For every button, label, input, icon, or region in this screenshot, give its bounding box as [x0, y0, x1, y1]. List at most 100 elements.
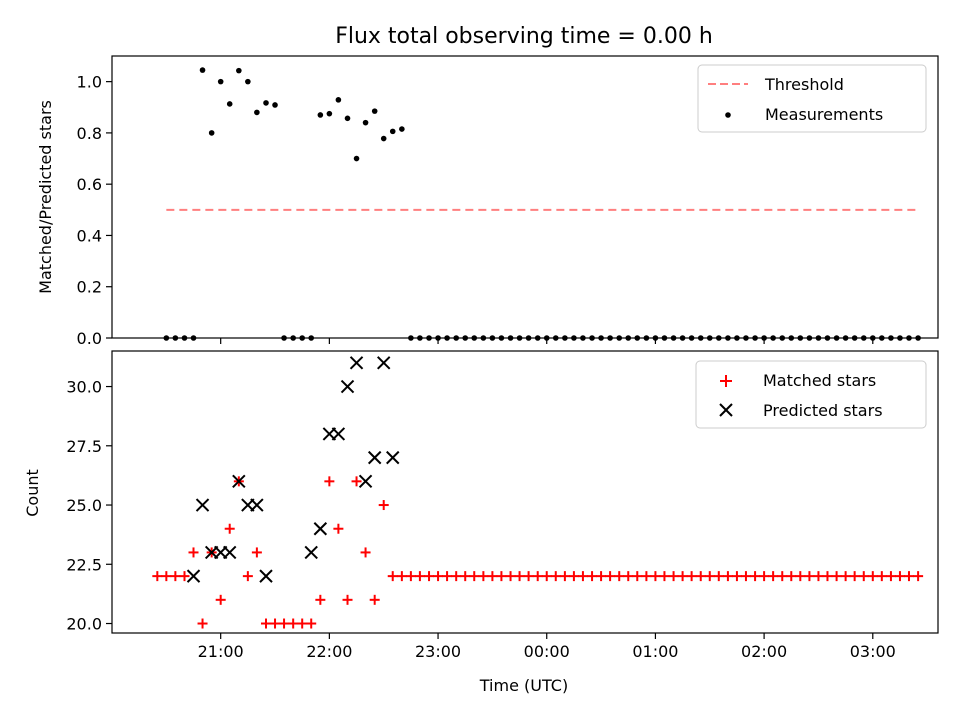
ratio-plot-frame: [111, 55, 939, 339]
matched-star-point: [858, 571, 869, 582]
matched-star-point: [804, 571, 815, 582]
legend-matched-marker: [720, 375, 732, 387]
ratio-y-tick-label: 1.0: [77, 73, 102, 92]
predicted-star-point: [232, 474, 246, 489]
count-y-tick-label: 25.0: [66, 496, 102, 515]
matched-star-point: [378, 500, 389, 511]
count-x-tick-label: 23:00: [415, 642, 461, 661]
predicted-star-point: [195, 498, 210, 512]
matched-star-point: [487, 571, 498, 582]
predicted-star-point-b: [386, 450, 400, 465]
count-y-tick-label: 30.0: [66, 378, 102, 397]
matched-star-point: [831, 571, 842, 582]
measurement-point: [236, 67, 242, 74]
matched-star-point: [460, 571, 471, 582]
count-x-tick-label: 03:00: [850, 642, 896, 661]
matched-star-point: [505, 571, 516, 582]
ratio-y-tick-label: 0.0: [77, 329, 102, 348]
matched-star-point: [786, 571, 797, 582]
count-y-tick-label: 27.5: [66, 437, 102, 456]
matched-star-point: [324, 476, 335, 487]
matched-star-point: [179, 571, 190, 582]
matched-star-point: [442, 571, 453, 582]
matched-star-point: [369, 594, 380, 605]
predicted-star-point-b: [232, 474, 246, 489]
predicted-star-point-b: [186, 569, 201, 583]
matched-star-point: [668, 571, 679, 582]
ratio-y-tick-label: 0.2: [77, 278, 102, 297]
matched-star-point: [451, 571, 462, 582]
ratio-legend: Threshold Measurements: [697, 64, 927, 133]
measurement-point: [254, 109, 260, 116]
chart-title: Flux total observing time = 0.00 h: [335, 24, 713, 49]
matched-star-point: [261, 618, 272, 629]
legend-matched-label: Matched stars: [763, 371, 876, 390]
predicted-star-point-b: [304, 545, 318, 560]
matched-star-point: [297, 618, 308, 629]
ratio-panel: Flux total observing time = 0.00 h Match…: [36, 24, 939, 348]
measurement-point: [226, 101, 233, 107]
matched-star-point: [840, 571, 851, 582]
matched-star-point: [351, 476, 362, 487]
matched-star-point: [677, 571, 688, 582]
matched-star-point: [405, 571, 416, 582]
predicted-star-point-b: [340, 379, 355, 394]
matched-star-point: [414, 571, 425, 582]
predicted-star-point-b: [331, 427, 346, 441]
count-data-marks: [152, 356, 924, 629]
matched-star-point: [315, 594, 326, 605]
matched-star-point: [894, 571, 905, 582]
matched-star-point: [731, 571, 742, 582]
matched-star-point: [913, 571, 924, 582]
count-x-tick-label: 21:00: [198, 642, 244, 661]
measurement-point: [263, 100, 269, 106]
matched-star-point: [541, 571, 552, 582]
matched-star-point: [659, 571, 670, 582]
measurement-point: [208, 130, 215, 136]
count-y-tick-label: 22.5: [66, 555, 102, 574]
count-panel: Count Time (UTC) 20.0 22.5 25.0 27.5 30.0 21:…: [23, 350, 939, 695]
matched-star-point: [433, 571, 444, 582]
predicted-star-point-b: [259, 569, 273, 583]
predicted-star-point-b: [349, 356, 364, 370]
matched-star-point: [469, 571, 480, 582]
count-y-tick-label: 20.0: [66, 615, 102, 634]
predicted-star-point: [358, 474, 373, 489]
matched-star-point: [279, 618, 290, 629]
predicted-star-point: [250, 498, 264, 512]
matched-star-point: [695, 571, 706, 582]
matched-star-point: [550, 571, 561, 582]
matched-star-point: [713, 571, 724, 582]
predicted-star-point-b: [195, 498, 210, 512]
count-x-tick-label: 22:00: [306, 642, 352, 661]
measurement-point: [245, 78, 251, 85]
measurement-point: [272, 102, 278, 108]
matched-star-point: [342, 594, 353, 605]
measurement-point: [389, 128, 396, 135]
matched-star-point: [795, 571, 806, 582]
count-legend: Matched stars Predicted stars: [695, 360, 927, 429]
measurement-point: [217, 78, 224, 85]
matched-star-point: [740, 571, 751, 582]
ratio-y-tick-label: 0.6: [77, 175, 102, 194]
count-x-tick-label: 01:00: [632, 642, 678, 661]
x-axis-label: Time (UTC): [479, 676, 568, 695]
predicted-star-point-b: [367, 450, 382, 465]
matched-star-point: [523, 571, 534, 582]
ratio-legend-box: [697, 64, 927, 133]
predicted-star-point-b: [377, 356, 391, 370]
count-y-axis-label: Count: [23, 469, 42, 517]
matched-star-point: [704, 571, 715, 582]
legend-measurements-marker: [725, 112, 731, 118]
matched-star-point: [532, 571, 543, 582]
predicted-star-point: [349, 356, 364, 370]
matched-star-point: [605, 571, 616, 582]
predicted-star-point: [340, 379, 355, 394]
matched-star-point: [251, 547, 262, 558]
matched-star-point: [822, 571, 833, 582]
measurement-point: [326, 110, 333, 117]
matched-star-point: [197, 618, 208, 629]
matched-star-point: [559, 571, 570, 582]
matched-star-point: [152, 571, 163, 582]
legend-measurements-label: Measurements: [765, 105, 883, 124]
